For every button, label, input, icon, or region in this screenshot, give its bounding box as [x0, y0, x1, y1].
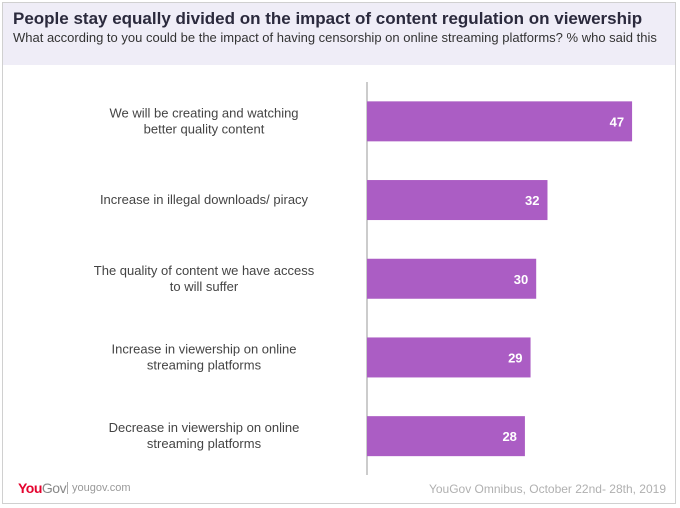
category-label: We will be creating and watching better q…: [109, 105, 298, 136]
data-label: 47: [610, 114, 624, 129]
bar: [367, 337, 531, 378]
data-label: 29: [508, 350, 522, 365]
bar: [367, 258, 537, 299]
category-label: The quality of content we have access to …: [94, 263, 315, 294]
header: People stay equally divided on the impac…: [3, 3, 675, 65]
chart-frame: [2, 2, 676, 504]
category-label: Decrease in viewership on online streamin…: [109, 420, 300, 451]
data-label: 28: [502, 429, 516, 444]
site-link: yougov.com: [67, 482, 131, 494]
category-label: Increase in viewership on online streamin…: [112, 341, 297, 372]
bar: [367, 416, 525, 457]
data-label: 30: [514, 272, 528, 287]
category-label: Increase in illegal downloads/ piracy: [100, 192, 309, 207]
bar: [367, 101, 633, 142]
chart-subtitle: What according to you could be the impac…: [13, 30, 657, 45]
source-note: YouGov Omnibus, October 22nd- 28th, 2019: [428, 482, 666, 496]
data-label: 32: [525, 193, 539, 208]
bar: [367, 180, 548, 221]
yougov-logo: YouGov: [18, 480, 67, 496]
chart-title: People stay equally divided on the impac…: [13, 9, 643, 28]
